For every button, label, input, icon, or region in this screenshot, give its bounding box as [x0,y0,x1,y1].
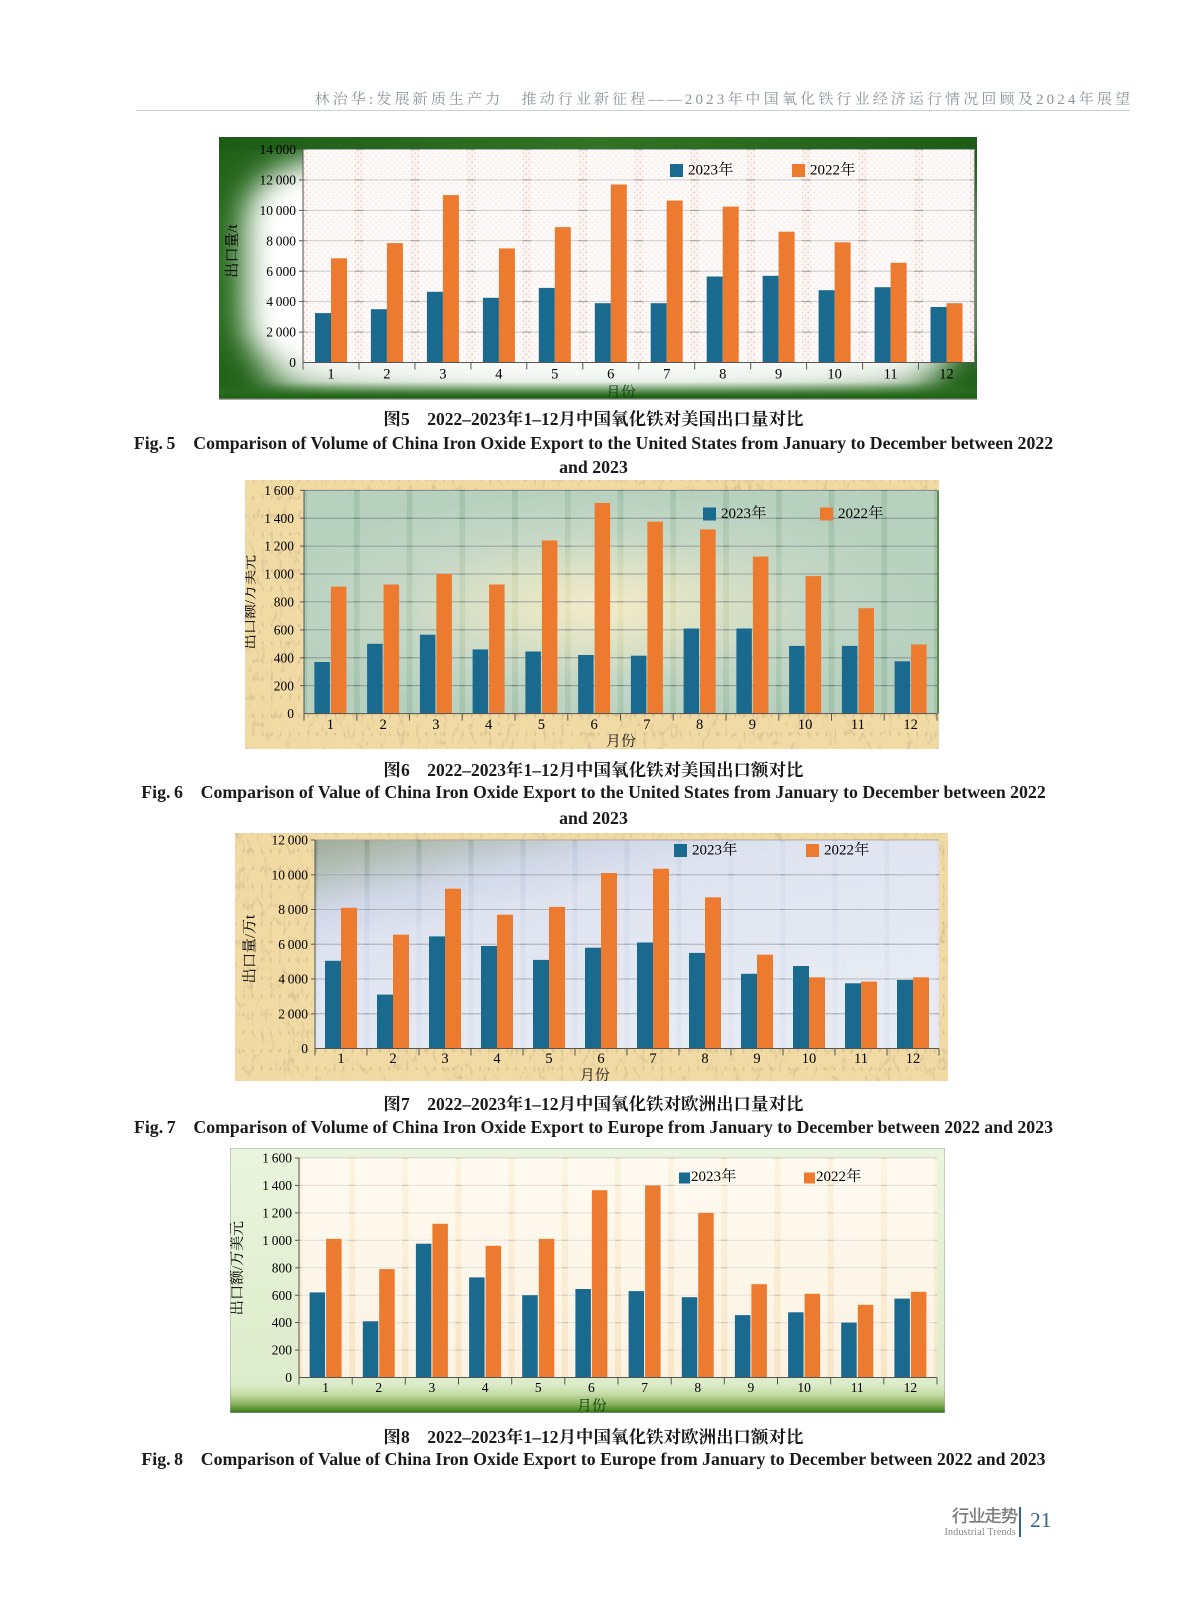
svg-text:11: 11 [854,1051,868,1067]
svg-text:400: 400 [272,1315,293,1330]
svg-text:7: 7 [643,717,650,733]
svg-text:9: 9 [775,366,782,382]
svg-text:600: 600 [272,1288,293,1303]
svg-text:1 000: 1 000 [264,567,294,582]
svg-text:出口量/t: 出口量/t [224,224,241,278]
svg-text:0: 0 [301,1041,308,1056]
svg-text:11: 11 [851,717,865,733]
svg-text:2: 2 [375,1380,382,1395]
svg-text:6: 6 [597,1051,604,1067]
svg-text:12: 12 [904,1380,918,1395]
svg-text:11: 11 [851,1380,864,1395]
svg-text:1: 1 [337,1051,344,1067]
svg-text:12 000: 12 000 [272,833,309,848]
svg-text:0: 0 [289,355,296,370]
svg-text:5: 5 [545,1051,552,1067]
svg-text:1: 1 [327,366,334,382]
svg-text:2023年: 2023年 [721,504,766,522]
svg-text:2023年: 2023年 [692,841,737,859]
svg-text:4 000: 4 000 [278,972,308,987]
svg-text:400: 400 [274,650,295,665]
svg-text:10: 10 [802,1051,817,1067]
svg-text:10: 10 [797,1380,811,1395]
svg-text:11: 11 [884,366,898,382]
svg-text:1 000: 1 000 [262,1233,292,1248]
svg-text:5: 5 [538,717,545,733]
svg-text:4: 4 [485,717,493,733]
svg-text:12: 12 [903,717,918,733]
svg-text:8: 8 [694,1380,701,1395]
svg-text:10 000: 10 000 [260,203,297,218]
svg-text:2023年: 2023年 [691,1167,736,1185]
svg-text:4: 4 [493,1051,501,1067]
svg-text:0: 0 [285,1370,292,1385]
svg-text:8: 8 [696,717,703,733]
svg-text:3: 3 [441,1051,448,1067]
svg-text:600: 600 [274,623,295,638]
svg-text:2 000: 2 000 [278,1006,308,1021]
svg-text:12 000: 12 000 [260,173,297,188]
svg-text:4: 4 [482,1380,489,1395]
svg-text:10 000: 10 000 [272,867,309,882]
svg-text:6: 6 [590,717,597,733]
svg-text:12: 12 [906,1051,921,1067]
svg-text:800: 800 [272,1260,293,1275]
svg-text:7: 7 [641,1380,648,1395]
svg-text:月份: 月份 [606,733,637,749]
svg-text:6: 6 [607,366,614,382]
svg-text:8: 8 [701,1051,708,1067]
svg-text:200: 200 [274,678,295,693]
svg-text:1: 1 [327,717,334,733]
svg-text:2022年: 2022年 [816,1167,861,1185]
svg-text:2023年: 2023年 [688,161,733,179]
svg-text:5: 5 [551,366,558,382]
svg-text:10: 10 [798,717,813,733]
svg-text:6: 6 [588,1380,595,1395]
svg-text:9: 9 [749,717,756,733]
svg-text:8 000: 8 000 [266,233,296,248]
svg-text:2022年: 2022年 [810,161,855,179]
svg-text:1 200: 1 200 [264,539,294,554]
svg-text:9: 9 [753,1051,760,1067]
svg-text:14 000: 14 000 [260,142,297,157]
svg-text:月份: 月份 [580,1067,611,1081]
svg-text:2: 2 [383,366,390,382]
svg-text:出口量/万t: 出口量/万t [242,914,259,983]
svg-text:3: 3 [439,366,446,382]
svg-text:2022年: 2022年 [838,504,883,522]
svg-text:6 000: 6 000 [266,264,296,279]
svg-text:0: 0 [287,706,294,721]
svg-text:2: 2 [389,1051,396,1067]
svg-text:1: 1 [322,1380,329,1395]
svg-text:2: 2 [379,717,386,733]
svg-text:1 600: 1 600 [264,483,294,498]
svg-text:月份: 月份 [577,1398,608,1413]
svg-text:9: 9 [748,1380,755,1395]
svg-text:12: 12 [939,366,954,382]
svg-text:8: 8 [719,366,726,382]
svg-text:4 000: 4 000 [266,294,296,309]
svg-text:出口额/万美元: 出口额/万美元 [230,1221,246,1315]
svg-text:1 400: 1 400 [262,1178,292,1193]
svg-text:1 600: 1 600 [262,1151,292,1166]
svg-text:3: 3 [429,1380,436,1395]
svg-text:200: 200 [272,1343,293,1358]
svg-text:6 000: 6 000 [278,937,308,952]
svg-text:8 000: 8 000 [278,902,308,917]
svg-text:2 000: 2 000 [266,325,296,340]
svg-text:3: 3 [432,717,439,733]
svg-text:月份: 月份 [606,384,637,400]
svg-text:2022年: 2022年 [824,841,869,859]
svg-text:出口额/万美元: 出口额/万美元 [245,555,259,649]
svg-text:10: 10 [827,366,842,382]
svg-text:5: 5 [535,1380,542,1395]
svg-text:7: 7 [649,1051,656,1067]
svg-text:1 200: 1 200 [262,1206,292,1221]
svg-text:7: 7 [663,366,670,382]
svg-text:1 400: 1 400 [264,511,294,526]
svg-text:4: 4 [495,366,503,382]
svg-text:800: 800 [274,595,295,610]
